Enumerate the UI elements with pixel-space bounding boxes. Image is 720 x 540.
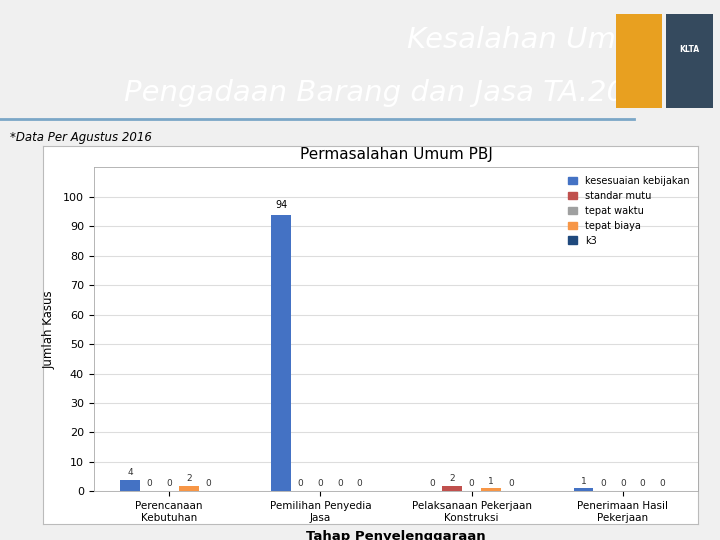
Text: 0: 0 [318, 480, 323, 489]
Text: 0: 0 [166, 480, 172, 489]
Text: 2: 2 [449, 474, 455, 483]
Text: 94: 94 [275, 200, 287, 210]
Text: 2: 2 [186, 474, 192, 483]
Bar [482, 489, 501, 491]
X-axis label: Tahap Penyelenggaraan: Tahap Penyelenggaraan [306, 530, 486, 540]
Bar [120, 480, 140, 491]
Bar [574, 489, 593, 491]
Text: 0: 0 [639, 480, 645, 489]
Text: 1: 1 [488, 476, 494, 485]
Text: 0: 0 [337, 480, 343, 489]
Bar [271, 214, 291, 491]
Text: 0: 0 [357, 480, 363, 489]
Text: 0: 0 [620, 480, 626, 489]
Bar [666, 14, 713, 108]
Text: 4: 4 [127, 468, 132, 477]
Text: *Data Per Agustus 2016: *Data Per Agustus 2016 [11, 131, 153, 144]
Text: Kesalahan Umum: Kesalahan Umum [407, 26, 662, 54]
Bar [616, 14, 662, 108]
Text: 1: 1 [580, 476, 586, 485]
Bar [442, 485, 462, 491]
Text: 0: 0 [469, 480, 474, 489]
Text: 0: 0 [508, 480, 514, 489]
Legend: kesesuaian kebijakan, standar mutu, tepat waktu, tepat biaya, k3: kesesuaian kebijakan, standar mutu, tepa… [564, 172, 693, 249]
Text: 0: 0 [206, 480, 212, 489]
Text: Pengadaan Barang dan Jasa TA.2016: Pengadaan Barang dan Jasa TA.2016 [125, 79, 662, 107]
Bar [179, 485, 199, 491]
Text: KLTA: KLTA [680, 45, 700, 54]
Title: Permasalahan Umum PBJ: Permasalahan Umum PBJ [300, 147, 492, 162]
Text: 0: 0 [600, 480, 606, 489]
Text: 0: 0 [429, 480, 435, 489]
Y-axis label: Jumlah Kasus: Jumlah Kasus [43, 290, 56, 369]
Text: 0: 0 [298, 480, 304, 489]
Text: 0: 0 [147, 480, 153, 489]
Text: 0: 0 [660, 480, 665, 489]
